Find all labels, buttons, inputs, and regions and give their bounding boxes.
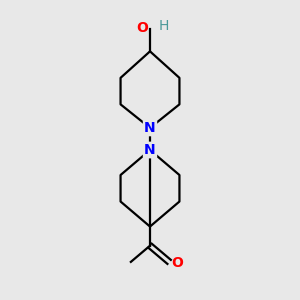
- Text: N: N: [144, 143, 156, 157]
- Text: O: O: [171, 256, 183, 270]
- Text: H: H: [159, 19, 169, 33]
- Text: O: O: [136, 21, 148, 35]
- Text: N: N: [144, 121, 156, 135]
